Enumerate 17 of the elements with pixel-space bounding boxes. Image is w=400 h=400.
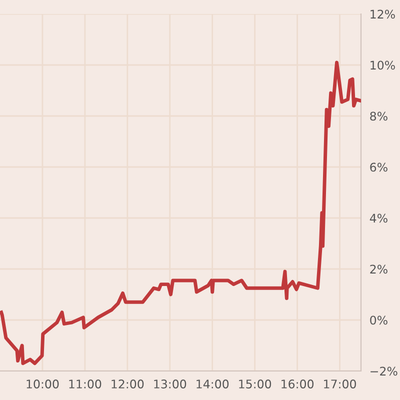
x-tick-label: 15:00	[239, 380, 272, 388]
line-series	[0, 60, 361, 366]
y-tick-label: 4%	[370, 214, 388, 223]
y-tick-label: 6%	[370, 162, 388, 172]
x-tick-label: 17:00	[324, 380, 356, 388]
x-tick-label: 11:00	[69, 380, 102, 388]
y-tick-label: 2%	[370, 264, 388, 274]
x-tick-label: 16:00	[282, 380, 314, 388]
y-tick-label: 12%	[370, 10, 395, 19]
y-tick-label: −2%	[370, 366, 398, 376]
y-tick-label: 10%	[370, 60, 395, 70]
x-tick-label: 10:00	[26, 380, 59, 388]
y-tick-label: 8%	[370, 112, 388, 121]
y-tick-label: 0%	[370, 316, 388, 325]
x-tick-label: 13:00	[154, 380, 186, 388]
x-tick-label: 14:00	[196, 380, 229, 388]
x-tick-label: 12:00	[112, 380, 144, 388]
